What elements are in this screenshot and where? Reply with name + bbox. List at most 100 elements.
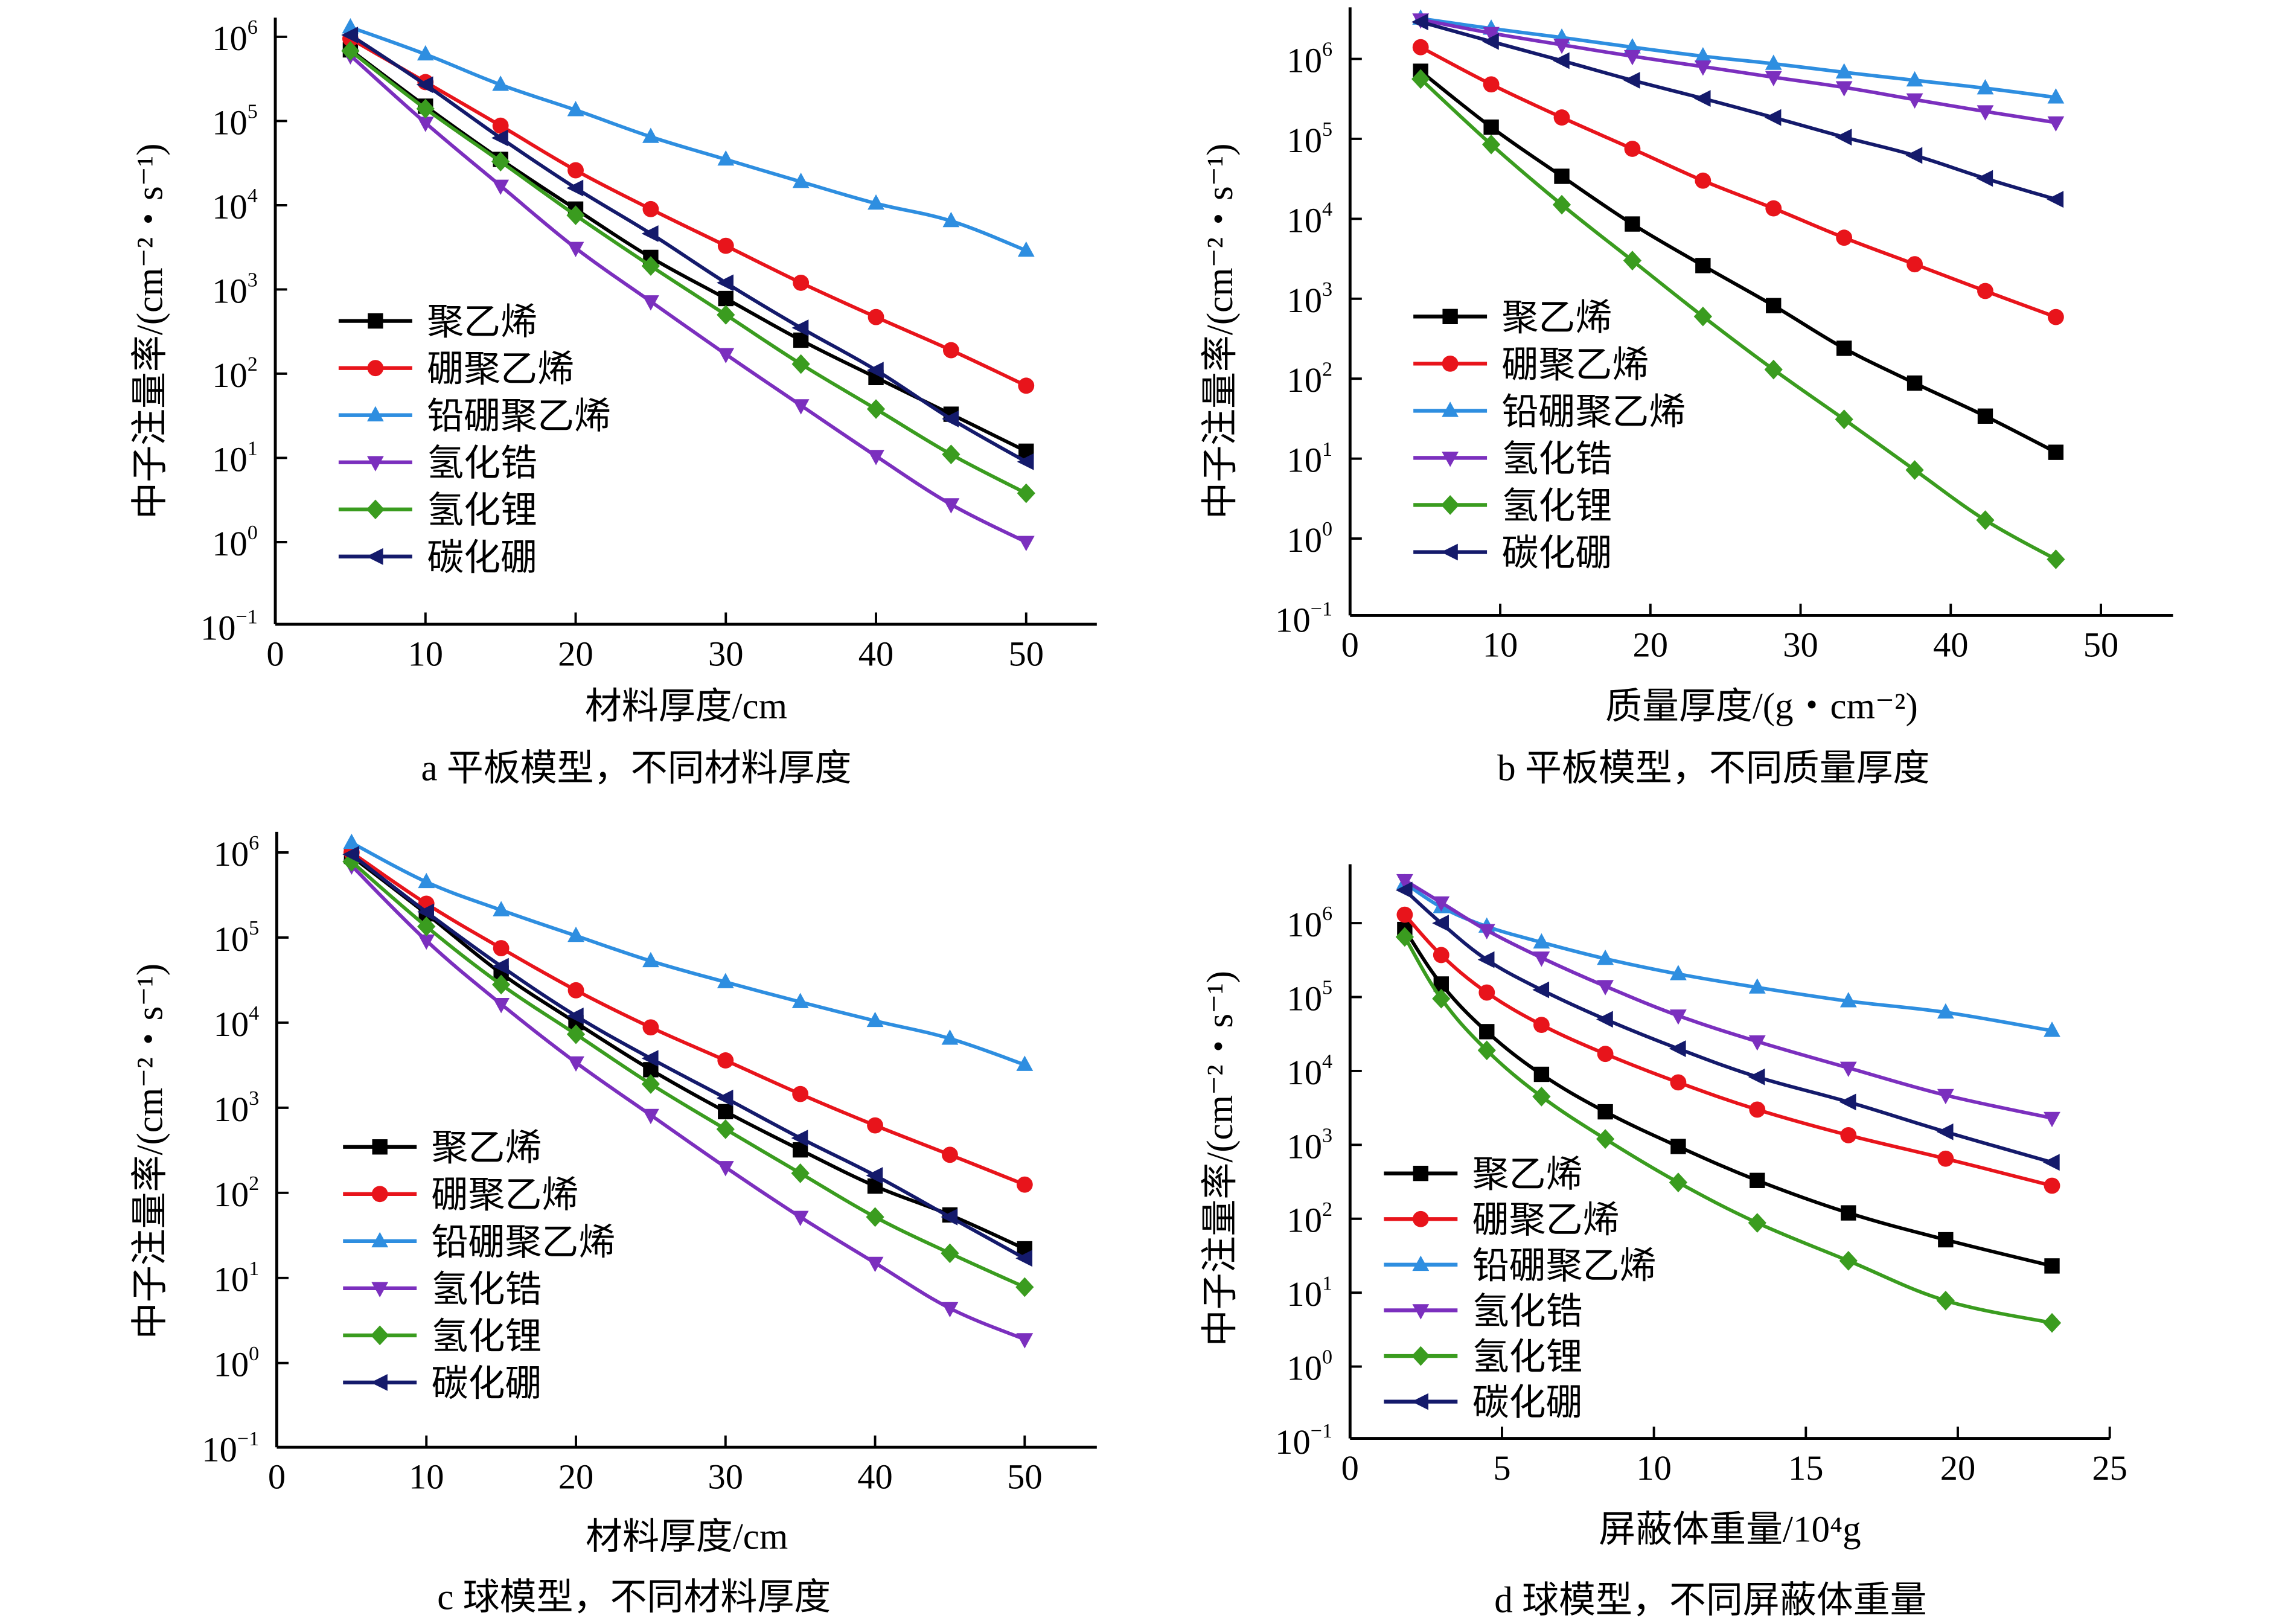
data-point (417, 117, 434, 132)
series-3 (342, 18, 1035, 257)
y-tick-label: 101 (1286, 438, 1332, 480)
data-point (1905, 147, 1923, 164)
x-tick-label: 30 (1783, 625, 1818, 665)
legend-label: 氢化锂 (1472, 1337, 1583, 1378)
data-point (791, 993, 809, 1008)
data-point (1976, 510, 1995, 530)
y-tick-exponent: −1 (235, 606, 257, 628)
data-point (866, 399, 886, 419)
data-point (718, 1104, 734, 1120)
y-tick-exponent: 6 (1322, 39, 1332, 61)
legend-item: 铅硼聚乙烯 (1413, 392, 1686, 432)
data-point (1533, 1017, 1550, 1034)
legend-label: 硼聚乙烯 (427, 350, 574, 390)
data-point (342, 851, 361, 872)
data-point (942, 411, 959, 427)
x-tick-label: 50 (2083, 625, 2119, 665)
y-axis-label: 中子注量率/(cm⁻²・s⁻¹) (130, 144, 170, 519)
series-line (350, 855, 1026, 1251)
series-line (350, 25, 1027, 252)
series-line (350, 860, 1026, 1289)
data-point (1835, 129, 1852, 146)
data-point (1936, 1291, 1955, 1311)
y-tick-exponent: 5 (1322, 977, 1332, 999)
data-point (1624, 141, 1641, 157)
data-point (1478, 924, 1495, 940)
data-point (2044, 1021, 2060, 1037)
y-axis-label: 中子注量率/(cm⁻²・s⁻¹) (1200, 971, 1241, 1346)
data-point (1693, 90, 1711, 107)
data-point (1483, 76, 1500, 93)
data-point (1596, 1011, 1613, 1028)
data-point (342, 846, 360, 863)
legend-marker (1412, 1304, 1430, 1320)
data-point (792, 172, 810, 188)
data-point (717, 150, 735, 166)
series-1 (1413, 63, 2064, 460)
y-tick-label: 102 (214, 1172, 260, 1214)
data-point (791, 354, 810, 374)
data-point (866, 1011, 884, 1028)
series-line (349, 50, 1028, 495)
data-point (1748, 978, 1766, 994)
legend-label: 聚乙烯 (427, 302, 537, 343)
y-axis-label: 中子注量率/(cm⁻²・s⁻¹) (1200, 144, 1241, 519)
x-tick-label: 10 (1636, 1448, 1672, 1488)
y-tick-label: 10−1 (1275, 598, 1332, 640)
data-point (2047, 88, 2065, 104)
y-tick-label: 106 (214, 832, 260, 874)
legend-label: 氢化锆 (432, 1270, 542, 1310)
data-point (717, 305, 735, 325)
x-axis-label: 屏蔽体重量/10⁴g (1599, 1509, 1861, 1550)
data-point (1432, 988, 1451, 1009)
data-point (1694, 60, 1712, 76)
legend-label: 碳化硼 (1501, 533, 1612, 574)
legend-item: 氢化锆 (338, 444, 537, 484)
legend-label: 聚乙烯 (1501, 298, 1612, 338)
data-point (1597, 980, 1614, 996)
legend-marker (371, 1282, 389, 1297)
series-line (1420, 20, 2057, 202)
legend-marker (1442, 401, 1459, 417)
legend-marker (366, 548, 383, 565)
data-point (1748, 1068, 1765, 1085)
y-tick-label: 10−1 (202, 1428, 259, 1469)
legend-label: 铅硼聚乙烯 (1472, 1246, 1657, 1287)
x-tick-label: 30 (708, 634, 744, 673)
legend-marker (1413, 1165, 1429, 1181)
data-point (1835, 409, 1853, 429)
y-tick-label: 102 (1286, 1198, 1332, 1240)
x-tick-label: 40 (857, 1457, 893, 1497)
y-tick-exponent: 3 (1322, 1124, 1332, 1146)
data-point (941, 1243, 959, 1264)
data-point (1906, 256, 1923, 273)
data-point (417, 903, 434, 921)
panel-b: 10−1 100 101 102 103 104 105 106 0 10 20 30 40 50 质量厚度… (1141, 0, 2282, 805)
data-point (492, 117, 509, 134)
data-point (1017, 453, 1034, 470)
data-point (1596, 1129, 1615, 1149)
legend-label: 铅硼聚乙烯 (427, 397, 611, 437)
data-point (942, 444, 960, 465)
legend-marker (372, 1139, 388, 1155)
legend-marker (367, 360, 384, 377)
x-tick-label: 50 (1009, 634, 1044, 673)
data-point (868, 308, 884, 325)
y-tick-label: 105 (1286, 977, 1332, 1018)
data-point (942, 498, 960, 514)
legend-item: 聚乙烯 (1413, 298, 1612, 338)
legend-label: 碳化硼 (1472, 1383, 1583, 1424)
y-tick-label: 106 (212, 16, 258, 58)
legend-marker (1440, 543, 1458, 561)
legend-marker (371, 1186, 388, 1203)
y-tick-exponent: 2 (1322, 358, 1332, 380)
legend-item: 铅硼聚乙烯 (343, 1223, 615, 1263)
y-tick-label: 103 (1286, 278, 1332, 320)
y-tick-exponent: 1 (248, 438, 258, 460)
data-point (642, 200, 659, 217)
legend-marker (1440, 495, 1460, 515)
y-tick-label: 101 (212, 438, 258, 479)
y-tick-label: 102 (1286, 358, 1332, 400)
legend-label: 碳化硼 (432, 1364, 542, 1404)
